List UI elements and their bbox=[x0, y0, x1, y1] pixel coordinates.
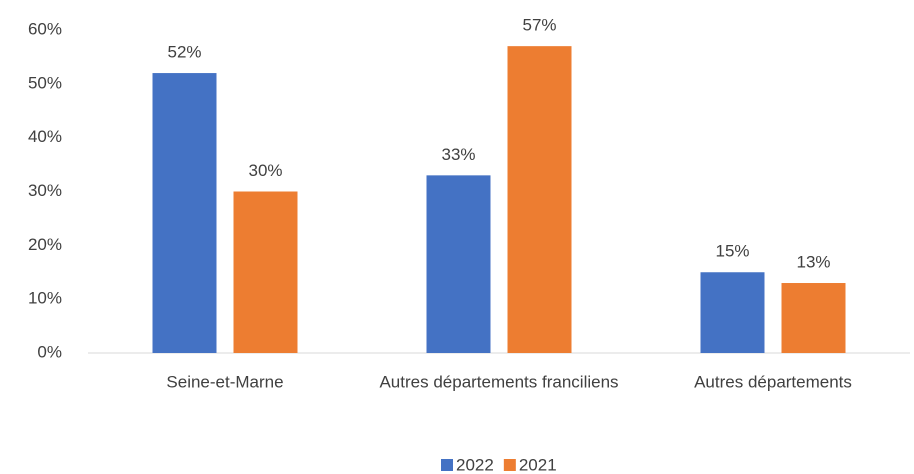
x-tick-label: Autres départements bbox=[694, 372, 852, 391]
y-tick-label: 30% bbox=[28, 181, 62, 200]
legend-swatch bbox=[441, 459, 453, 471]
bar bbox=[781, 283, 846, 353]
y-tick-label: 0% bbox=[37, 342, 62, 361]
y-tick-label: 60% bbox=[28, 19, 62, 38]
bar bbox=[426, 175, 491, 353]
data-label: 57% bbox=[522, 16, 556, 35]
bar bbox=[507, 46, 572, 354]
data-label: 30% bbox=[248, 161, 282, 180]
data-label: 13% bbox=[796, 253, 830, 272]
y-tick-label: 40% bbox=[28, 127, 62, 146]
bar bbox=[152, 73, 217, 354]
data-label: 52% bbox=[167, 43, 201, 62]
legend-label: 2022 bbox=[456, 455, 494, 474]
bar bbox=[700, 272, 765, 353]
x-tick-label: Autres départements franciliens bbox=[379, 372, 618, 391]
data-label: 15% bbox=[715, 242, 749, 261]
legend-label: 2021 bbox=[519, 455, 557, 474]
x-tick-label: Seine-et-Marne bbox=[166, 372, 283, 391]
bar bbox=[233, 191, 298, 353]
y-tick-label: 10% bbox=[28, 289, 62, 308]
y-tick-label: 50% bbox=[28, 73, 62, 92]
legend-swatch bbox=[503, 459, 516, 471]
y-tick-label: 20% bbox=[28, 235, 62, 254]
data-label: 33% bbox=[441, 145, 475, 164]
